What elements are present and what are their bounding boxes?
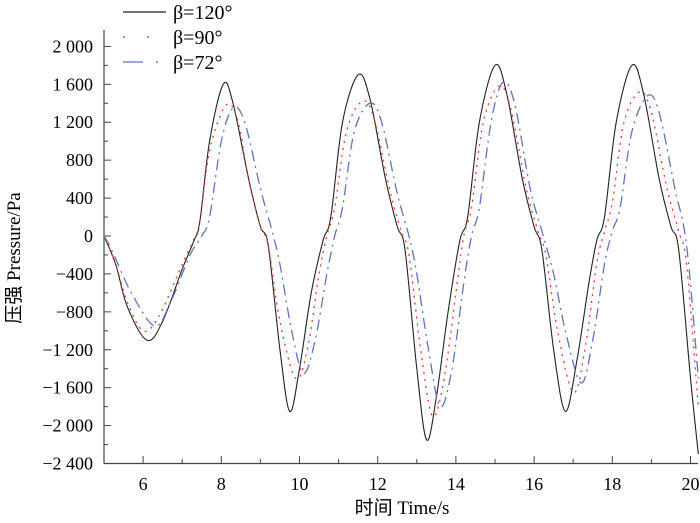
series-line-2 (103, 81, 699, 408)
y-tick-label: −800 (56, 302, 93, 322)
ticks: 2 000 1 600 1 200 800 400 0 −400 −800 −1 200 −1 6… (42, 36, 699, 494)
x-tick-label: 8 (217, 474, 226, 494)
y-tick-label: 1 600 (53, 74, 94, 94)
y-tick-label: 1 200 (53, 112, 94, 132)
x-tick-label: 14 (447, 474, 465, 494)
series-group (103, 63, 699, 455)
x-tick-label: 16 (525, 474, 543, 494)
y-tick-label: −1 200 (42, 340, 93, 360)
y-tick-label: 400 (66, 188, 93, 208)
legend-label-1: β=90° (173, 27, 222, 49)
y-tick-label: 2 000 (53, 36, 94, 56)
series-line-0 (103, 63, 699, 455)
y-tick-label: −2 000 (42, 416, 93, 436)
x-tick-label: 12 (369, 474, 387, 494)
y-tick-label: 800 (66, 150, 93, 170)
y-tick-label: −2 400 (42, 454, 93, 474)
legend: β=120° β=90° β=72° (123, 2, 232, 74)
x-tick-label: 10 (291, 474, 309, 494)
legend-label-2: β=72° (173, 52, 222, 74)
y-tick-label: −400 (56, 264, 93, 284)
y-axis-label: 压强 Pressure/Pa (4, 192, 25, 324)
x-tick-label: 20 (682, 474, 700, 494)
series-line-1 (103, 85, 699, 418)
y-tick-label: 0 (84, 226, 93, 246)
x-axis-label: 时间 Time/s (355, 497, 450, 519)
legend-label-0: β=120° (173, 2, 232, 24)
x-tick-label: 18 (603, 474, 621, 494)
axes (103, 30, 698, 465)
y-tick-label: −1 600 (42, 378, 93, 398)
x-tick-label: 6 (139, 474, 148, 494)
